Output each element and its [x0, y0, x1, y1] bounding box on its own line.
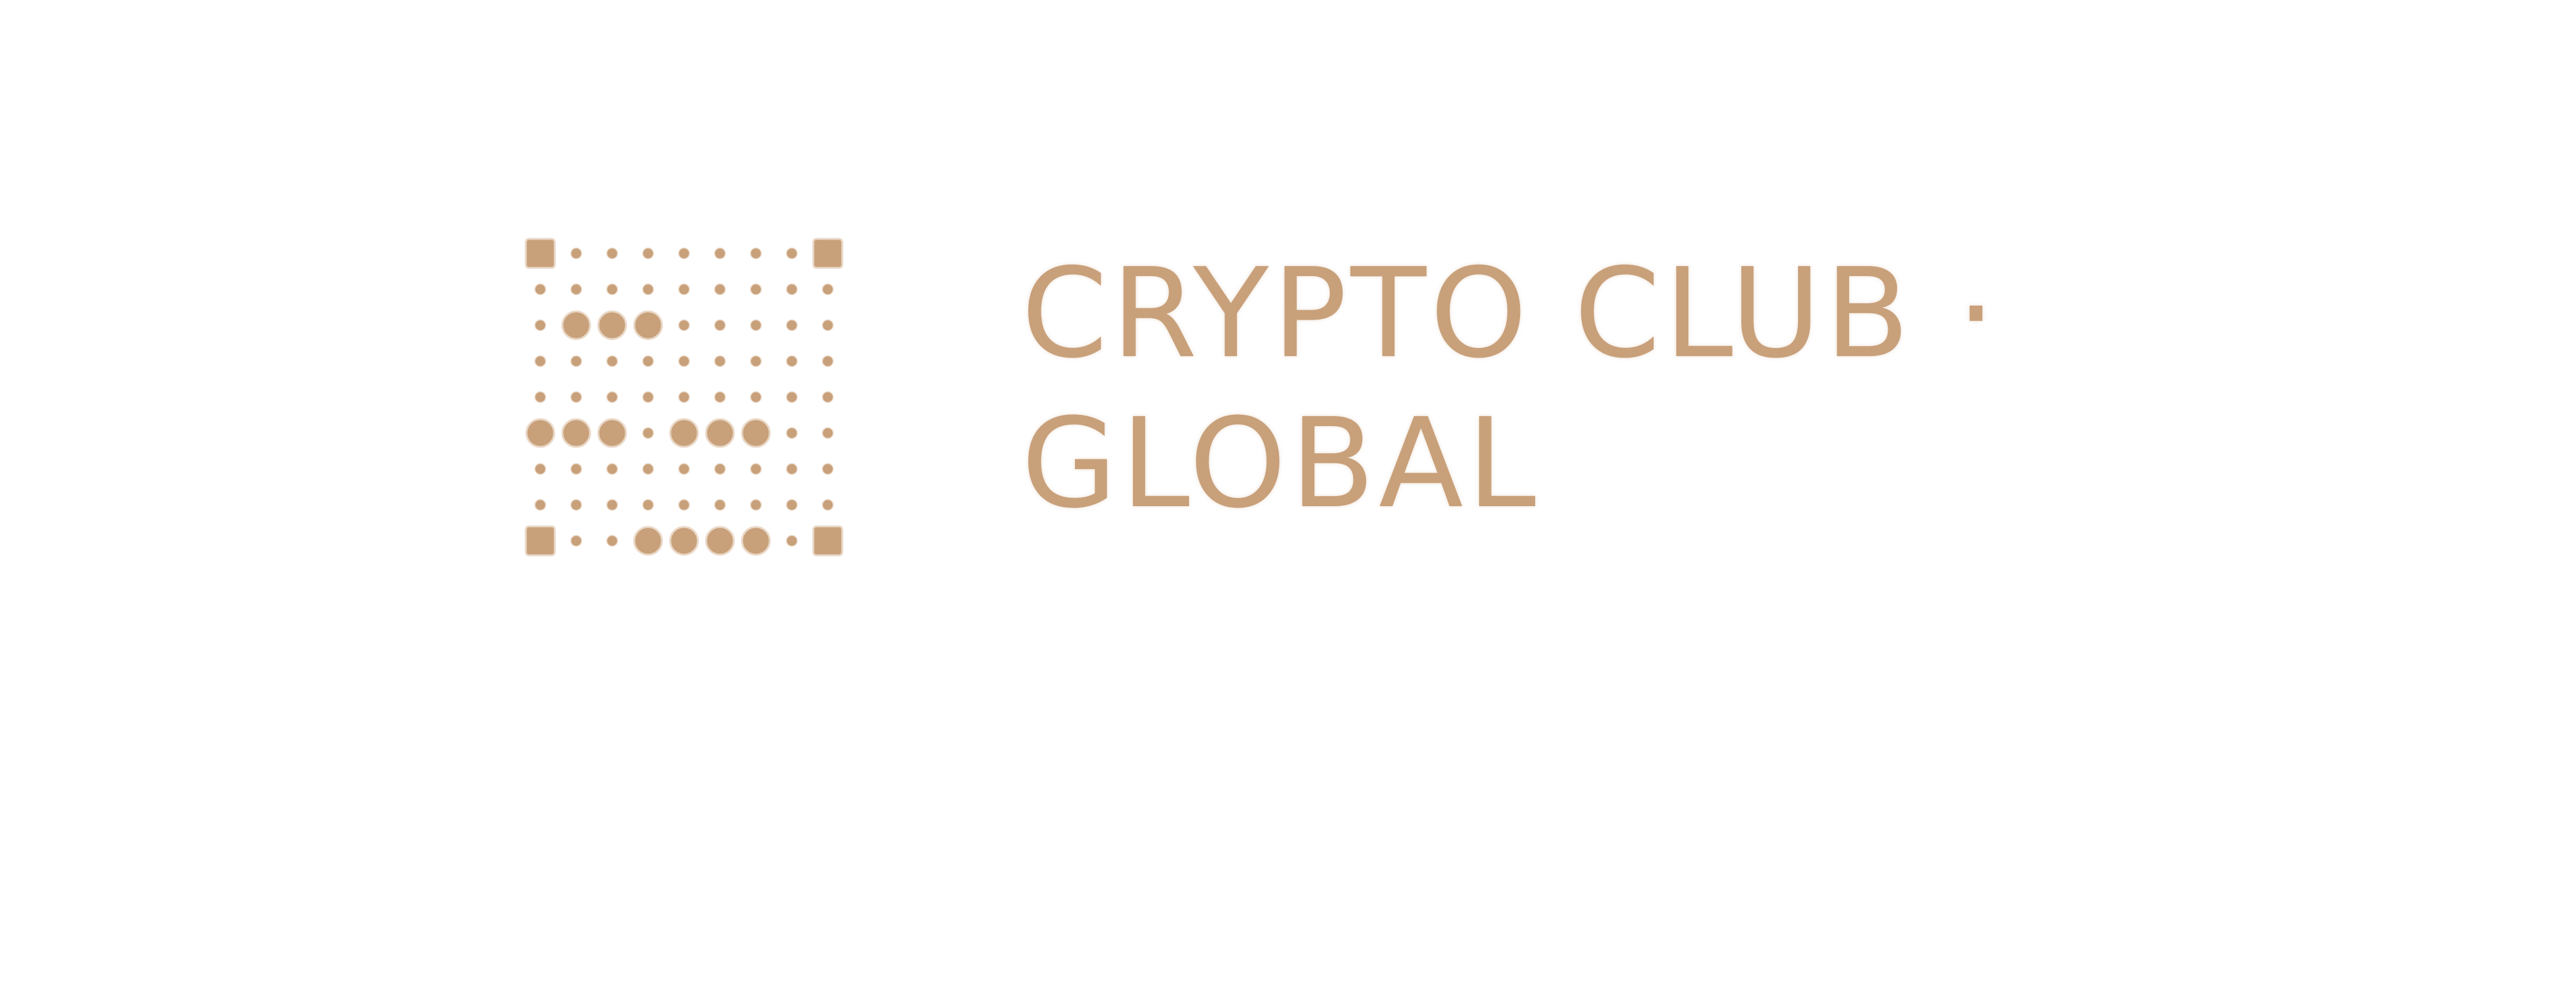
logo-small-dot	[570, 391, 583, 403]
logo-corner-square	[812, 525, 844, 557]
logo-small-dot	[642, 427, 654, 439]
logo-small-dot	[570, 499, 583, 511]
logo-small-dot	[606, 247, 618, 260]
logo-small-dot	[606, 499, 618, 511]
logo-small-dot	[606, 463, 618, 475]
logo-small-dot	[821, 283, 834, 296]
logo-small-dot	[821, 499, 834, 511]
logo-small-dot	[606, 391, 618, 403]
logo-small-dot	[821, 391, 834, 403]
logo-small-dot	[750, 319, 762, 332]
logo-small-dot	[750, 499, 762, 511]
logo-small-dot	[534, 463, 547, 475]
logo-small-dot	[750, 391, 762, 403]
logo-large-dot	[705, 418, 735, 448]
logo-small-dot	[534, 283, 547, 296]
logo-small-dot	[678, 247, 690, 260]
logo-small-dot	[786, 247, 798, 260]
logo-small-dot	[786, 463, 798, 475]
logo-small-dot	[786, 499, 798, 511]
logo-mark	[517, 230, 851, 564]
logo-small-dot	[534, 499, 547, 511]
wordmark-line-2: GLOBAL	[1021, 392, 1540, 536]
logo-small-dot	[570, 535, 583, 547]
logo-small-dot	[642, 391, 654, 403]
logo-small-dot	[821, 427, 834, 439]
logo-small-dot	[786, 283, 798, 296]
logo-small-dot	[678, 319, 690, 332]
logo-small-dot	[534, 391, 547, 403]
wordmark-line-1: CRYPTO CLUB ·	[1021, 242, 2000, 386]
logo-small-dot	[821, 463, 834, 475]
logo-small-dot	[714, 355, 726, 367]
brand-wordmark: CRYPTO CLUB · GLOBAL	[1021, 252, 2030, 536]
logo-large-dot	[525, 418, 555, 448]
logo-large-dot	[669, 418, 699, 448]
dot-grid-logo-icon	[525, 238, 844, 557]
logo-corner-square	[812, 238, 844, 269]
logo-small-dot	[678, 499, 690, 511]
logo-small-dot	[714, 319, 726, 332]
logo-small-dot	[642, 499, 654, 511]
logo-small-dot	[714, 391, 726, 403]
logo-small-dot	[606, 535, 618, 547]
logo-small-dot	[714, 283, 726, 296]
logo-large-dot	[597, 418, 627, 448]
logo-corner-square	[525, 238, 556, 269]
logo-small-dot	[570, 283, 583, 296]
logo-small-dot	[786, 319, 798, 332]
logo-small-dot	[714, 247, 726, 260]
logo-small-dot	[678, 391, 690, 403]
logo-small-dot	[606, 283, 618, 296]
logo-small-dot	[786, 535, 798, 547]
logo-large-dot	[669, 526, 699, 556]
logo-small-dot	[714, 463, 726, 475]
logo-small-dot	[821, 355, 834, 367]
logo-large-dot	[633, 310, 663, 340]
logo-small-dot	[678, 283, 690, 296]
logo-large-dot	[561, 310, 591, 340]
logo-small-dot	[642, 355, 654, 367]
logo-small-dot	[534, 355, 547, 367]
logo-small-dot	[821, 319, 834, 332]
logo-large-dot	[561, 418, 591, 448]
logo-corner-square	[525, 525, 556, 557]
logo-small-dot	[642, 283, 654, 296]
logo-small-dot	[570, 355, 583, 367]
logo-small-dot	[678, 463, 690, 475]
logo-small-dot	[750, 463, 762, 475]
logo-large-dot	[597, 310, 627, 340]
logo-small-dot	[642, 247, 654, 260]
logo-small-dot	[570, 463, 583, 475]
logo-large-dot	[741, 418, 771, 448]
logo-small-dot	[750, 283, 762, 296]
logo-large-dot	[705, 526, 735, 556]
logo-large-dot	[633, 526, 663, 556]
logo-small-dot	[714, 499, 726, 511]
logo-small-dot	[570, 247, 583, 260]
logo-small-dot	[606, 355, 618, 367]
logo-small-dot	[750, 247, 762, 260]
logo-small-dot	[786, 427, 798, 439]
logo-small-dot	[642, 463, 654, 475]
logo-small-dot	[786, 355, 798, 367]
logo-large-dot	[741, 526, 771, 556]
logo-small-dot	[534, 319, 547, 332]
logo-small-dot	[750, 355, 762, 367]
logo-small-dot	[786, 391, 798, 403]
logo-small-dot	[678, 355, 690, 367]
